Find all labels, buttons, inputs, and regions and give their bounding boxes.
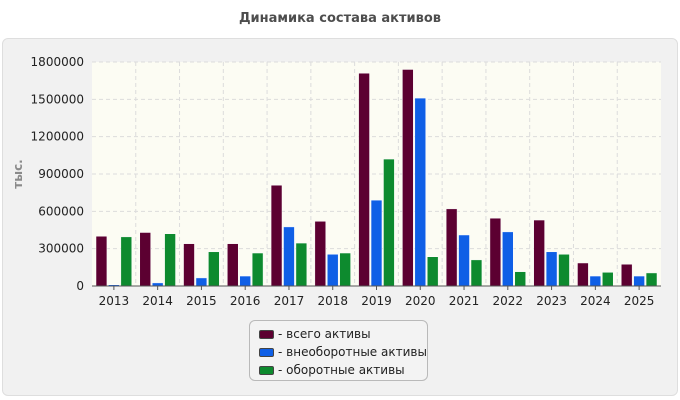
- x-tick-label: 2015: [186, 294, 217, 308]
- bar-noncurrent-2019: [370, 199, 383, 287]
- chart-title: Динамика состава активов: [238, 11, 442, 26]
- y-axis-ticks: 0 300000 600000 900000 1200000 1500000 1800000: [31, 55, 84, 293]
- bar-total-2021: [445, 208, 458, 287]
- bar-noncurrent-2018: [327, 254, 339, 287]
- y-tick-label: 1200000: [31, 130, 84, 144]
- legend-label-noncurrent: - внеоборотные активы: [278, 345, 427, 359]
- legend-label-total: - всего активы: [278, 327, 371, 341]
- legend-swatch-total: [259, 329, 274, 339]
- y-tick-label: 0: [76, 279, 84, 293]
- bar-noncurrent-2020: [414, 97, 426, 287]
- legend-label-current: - оборотные активы: [278, 363, 405, 377]
- bar-total-2022: [489, 217, 502, 287]
- bar-noncurrent-2025: [633, 275, 645, 287]
- x-tick-label: 2021: [449, 294, 480, 308]
- x-tick-label: 2025: [624, 294, 655, 308]
- legend-item-noncurrent: - внеоборотные активы: [259, 343, 427, 361]
- bar-current-2024: [602, 272, 614, 287]
- bar-current-2023: [558, 254, 570, 287]
- bar-current-2016: [251, 252, 264, 287]
- bar-current-2015: [208, 251, 220, 287]
- bar-noncurrent-2023: [545, 251, 558, 287]
- bar-total-2014: [139, 232, 151, 287]
- x-tick-label: 2013: [99, 294, 130, 308]
- bar-total-2013: [95, 235, 108, 287]
- bar-total-2023: [533, 219, 545, 287]
- bar-total-2018: [314, 221, 327, 287]
- bar-current-2013: [120, 236, 133, 287]
- bar-noncurrent-2015: [195, 277, 208, 287]
- y-tick-label: 1800000: [31, 55, 84, 69]
- bar-noncurrent-2024: [589, 275, 602, 287]
- x-tick-label: 2014: [142, 294, 173, 308]
- legend-swatch-noncurrent: [259, 347, 274, 357]
- y-tick-label: 1500000: [31, 92, 84, 106]
- bar-current-2017: [295, 242, 308, 287]
- y-tick-label: 300000: [38, 242, 84, 256]
- bar-current-2014: [164, 233, 176, 287]
- bar-noncurrent-2017: [283, 226, 295, 287]
- x-tick-label: 2018: [317, 294, 348, 308]
- x-tick-label: 2019: [361, 294, 392, 308]
- x-tick-label: 2020: [405, 294, 436, 308]
- x-tick-label: 2016: [230, 294, 261, 308]
- x-axis-ticks: 2013 2014 2015 2016 2017 2018 2019 2020 2021 2022…: [99, 286, 655, 308]
- bars: [95, 69, 658, 287]
- bar-current-2025: [645, 272, 658, 287]
- y-tick-label: 600000: [38, 204, 84, 218]
- bar-current-2021: [470, 259, 483, 287]
- bar-total-2017: [270, 184, 283, 287]
- bar-current-2019: [383, 158, 395, 287]
- x-tick-label: 2022: [493, 294, 524, 308]
- bar-current-2022: [514, 271, 526, 287]
- legend-item-total: - всего активы: [259, 325, 427, 343]
- bar-total-2019: [358, 72, 370, 287]
- bar-total-2020: [402, 69, 414, 287]
- y-axis-label: тыс.: [11, 159, 25, 188]
- bar-total-2015: [183, 243, 195, 287]
- bar-total-2025: [620, 263, 633, 287]
- bar-current-2020: [426, 256, 439, 287]
- x-tick-label: 2017: [274, 294, 305, 308]
- bar-noncurrent-2022: [502, 231, 514, 287]
- grid-lines: [92, 61, 661, 286]
- x-tick-label: 2023: [536, 294, 567, 308]
- y-tick-label: 900000: [38, 167, 84, 181]
- x-tick-label: 2024: [580, 294, 611, 308]
- legend: - всего активы - внеоборотные активы - о…: [249, 320, 428, 381]
- bar-total-2016: [227, 243, 239, 287]
- bar-noncurrent-2016: [239, 275, 251, 287]
- bar-current-2018: [339, 252, 351, 287]
- bar-total-2024: [577, 262, 589, 287]
- legend-swatch-current: [259, 365, 274, 375]
- bar-noncurrent-2021: [458, 234, 470, 287]
- legend-item-current: - оборотные активы: [259, 361, 427, 379]
